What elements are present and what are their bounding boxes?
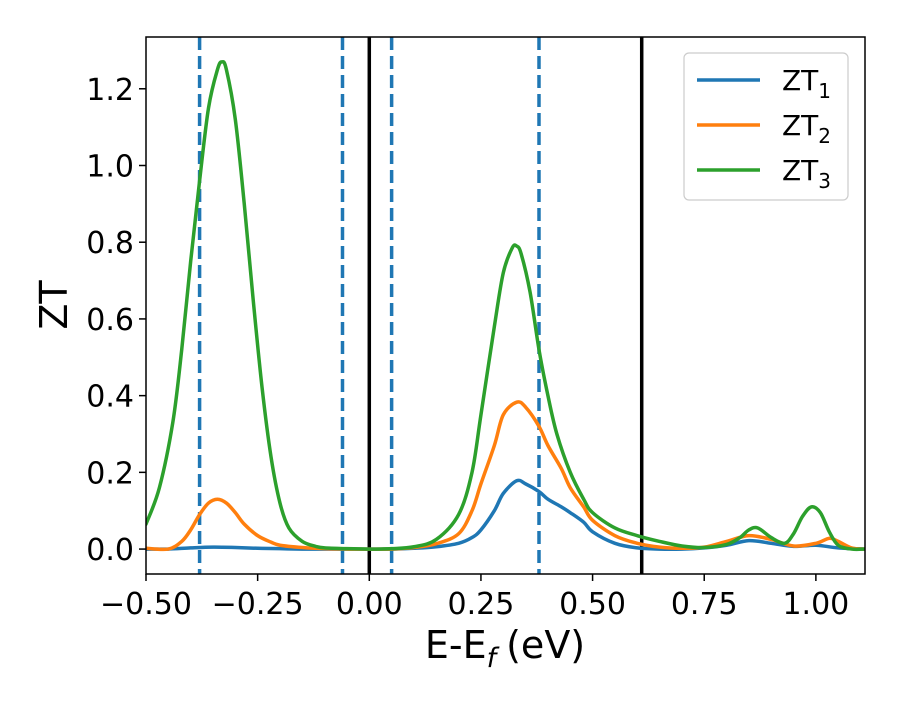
series-line-zt2 — [146, 400, 865, 552]
y-tick-label: 0.6 — [86, 303, 134, 338]
y-axis-label: ZT — [32, 280, 76, 330]
x-tick-label: −0.50 — [100, 587, 192, 622]
x-axis-label-main: E-E — [425, 623, 487, 667]
legend-label-sub: 2 — [818, 124, 831, 148]
legend-label-sub: 1 — [818, 79, 831, 103]
legend-box — [683, 52, 849, 201]
y-tick-label: 0.0 — [86, 533, 134, 568]
x-tick-label: 0.00 — [336, 587, 403, 622]
legend-label-zt3: ZT3 — [782, 154, 831, 193]
x-tick-label: 0.25 — [448, 587, 515, 622]
plot-frame — [145, 36, 866, 575]
y-tick-label: 0.2 — [86, 456, 134, 491]
x-tick-label: 0.50 — [559, 587, 626, 622]
legend-label-main: ZT — [782, 154, 819, 187]
y-tick-label: 1.2 — [86, 73, 134, 108]
series-line-zt3 — [146, 60, 865, 552]
x-tick-label: 0.75 — [671, 587, 738, 622]
x-axis-label-unit: (eV) — [506, 623, 585, 667]
x-tick-label: −0.25 — [212, 587, 304, 622]
y-tick-label: 0.4 — [86, 380, 134, 415]
y-tick-label: 1.0 — [86, 149, 134, 184]
legend-label-main: ZT — [782, 109, 819, 142]
x-tick-label: 1.00 — [782, 587, 849, 622]
y-tick-label: 0.8 — [86, 226, 134, 261]
legend-label-zt2: ZT2 — [782, 109, 831, 148]
legend-label-zt1: ZT1 — [782, 64, 831, 103]
legend-label-main: ZT — [782, 64, 819, 97]
legend-label-sub: 3 — [818, 169, 831, 193]
